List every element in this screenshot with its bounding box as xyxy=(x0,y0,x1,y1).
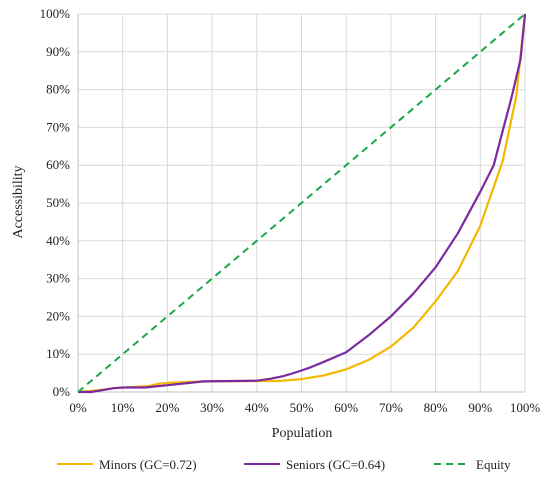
y-tick-label: 30% xyxy=(46,271,70,286)
legend-item-seniors: Seniors (GC=0.64) xyxy=(244,457,385,472)
series-line-seniors xyxy=(78,13,527,394)
x-tick-label: 70% xyxy=(379,400,403,415)
x-tick-label: 0% xyxy=(69,400,87,415)
x-tick-label: 20% xyxy=(155,400,179,415)
legend-item-equity: Equity xyxy=(434,457,511,472)
tick-labels: 0% 10% 20% 30% 40% 50% 60% 70% 80% 90% 100% 0% 10% 20… xyxy=(40,6,541,415)
x-tick-label: 60% xyxy=(334,400,358,415)
y-tick-label: 70% xyxy=(46,119,70,134)
x-tick-label: 10% xyxy=(111,400,135,415)
x-tick-label: 30% xyxy=(200,400,224,415)
x-tick-label: 80% xyxy=(424,400,448,415)
y-tick-label: 100% xyxy=(40,6,71,21)
y-tick-label: 20% xyxy=(46,308,70,323)
series-layer xyxy=(77,13,527,394)
y-tick-label: 80% xyxy=(46,82,70,97)
x-axis-label: Population xyxy=(272,426,333,441)
legend-label: Minors (GC=0.72) xyxy=(99,457,197,472)
y-tick-label: 10% xyxy=(46,346,70,361)
legend-label: Equity xyxy=(476,457,511,472)
y-tick-label: 60% xyxy=(46,157,70,172)
y-tick-label: 0% xyxy=(53,384,71,399)
series-line-minors xyxy=(77,13,527,394)
axes xyxy=(77,14,525,393)
legend-item-minors: Minors (GC=0.72) xyxy=(57,457,197,472)
x-tick-label: 100% xyxy=(510,400,541,415)
x-tick-label: 40% xyxy=(245,400,269,415)
y-axis-label: Accessibility xyxy=(11,165,26,238)
legend: Minors (GC=0.72) Seniors (GC=0.64) Equity xyxy=(57,457,511,472)
x-tick-label: 50% xyxy=(290,400,314,415)
y-tick-label: 90% xyxy=(46,44,70,59)
x-tick-label: 90% xyxy=(468,400,492,415)
legend-label: Seniors (GC=0.64) xyxy=(286,457,385,472)
series-line-equity xyxy=(77,13,526,393)
y-tick-label: 50% xyxy=(46,195,70,210)
y-tick-label: 40% xyxy=(46,233,70,248)
